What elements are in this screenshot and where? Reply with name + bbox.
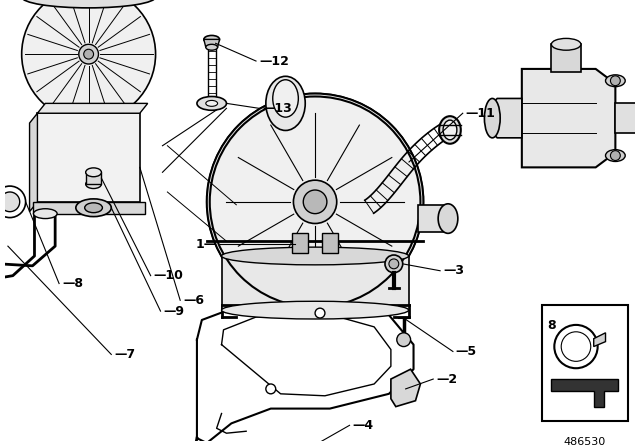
- Ellipse shape: [266, 76, 305, 130]
- Circle shape: [397, 333, 411, 347]
- Text: —11: —11: [466, 107, 495, 120]
- Ellipse shape: [552, 39, 581, 50]
- Ellipse shape: [605, 75, 625, 86]
- Text: 486530: 486530: [564, 437, 606, 447]
- Circle shape: [554, 325, 598, 368]
- Text: —5: —5: [456, 345, 477, 358]
- Polygon shape: [552, 379, 618, 407]
- Bar: [541, 305, 628, 422]
- Ellipse shape: [86, 168, 101, 177]
- Polygon shape: [29, 113, 37, 211]
- Ellipse shape: [273, 80, 298, 117]
- Ellipse shape: [22, 0, 156, 8]
- Polygon shape: [37, 113, 140, 202]
- Bar: [322, 233, 338, 253]
- Ellipse shape: [206, 44, 218, 50]
- Polygon shape: [33, 202, 145, 214]
- Circle shape: [611, 76, 620, 86]
- Text: —2: —2: [436, 373, 458, 386]
- Text: —10: —10: [154, 269, 184, 282]
- Circle shape: [303, 190, 327, 214]
- Text: 8: 8: [547, 319, 556, 332]
- Bar: [419, 205, 448, 233]
- Ellipse shape: [86, 180, 101, 189]
- Text: —7: —7: [114, 348, 135, 361]
- Polygon shape: [616, 103, 640, 133]
- Circle shape: [385, 255, 403, 273]
- Text: —9: —9: [163, 305, 184, 318]
- Circle shape: [293, 180, 337, 224]
- Polygon shape: [37, 103, 148, 113]
- Text: —3: —3: [443, 264, 464, 277]
- Text: —12: —12: [259, 55, 289, 68]
- Polygon shape: [204, 39, 220, 47]
- Bar: [221, 256, 408, 310]
- Ellipse shape: [221, 247, 408, 265]
- Text: 1—: 1—: [195, 238, 216, 251]
- Circle shape: [266, 384, 276, 394]
- Ellipse shape: [76, 199, 111, 216]
- Ellipse shape: [206, 100, 218, 106]
- Polygon shape: [492, 99, 522, 138]
- Ellipse shape: [33, 209, 57, 219]
- Ellipse shape: [204, 35, 220, 43]
- Circle shape: [0, 186, 26, 218]
- Text: —13: —13: [262, 102, 292, 115]
- Bar: [292, 233, 308, 253]
- Polygon shape: [522, 69, 616, 168]
- Bar: [86, 172, 101, 184]
- Ellipse shape: [605, 150, 625, 161]
- Circle shape: [611, 151, 620, 160]
- Polygon shape: [391, 369, 420, 407]
- Circle shape: [561, 332, 591, 362]
- Circle shape: [315, 308, 325, 318]
- Circle shape: [389, 259, 399, 269]
- Ellipse shape: [197, 96, 227, 110]
- Circle shape: [79, 44, 99, 64]
- Polygon shape: [594, 333, 605, 347]
- Circle shape: [22, 0, 156, 121]
- Text: —8: —8: [62, 277, 83, 290]
- Text: —6: —6: [183, 294, 204, 307]
- Ellipse shape: [443, 120, 457, 140]
- Ellipse shape: [638, 103, 640, 133]
- Ellipse shape: [439, 116, 461, 144]
- Circle shape: [0, 192, 20, 211]
- Circle shape: [84, 49, 93, 59]
- Bar: [552, 44, 581, 72]
- Text: —4: —4: [353, 419, 374, 432]
- Ellipse shape: [221, 301, 408, 319]
- Ellipse shape: [438, 204, 458, 233]
- Ellipse shape: [484, 99, 500, 138]
- Ellipse shape: [84, 203, 102, 213]
- Circle shape: [207, 94, 424, 310]
